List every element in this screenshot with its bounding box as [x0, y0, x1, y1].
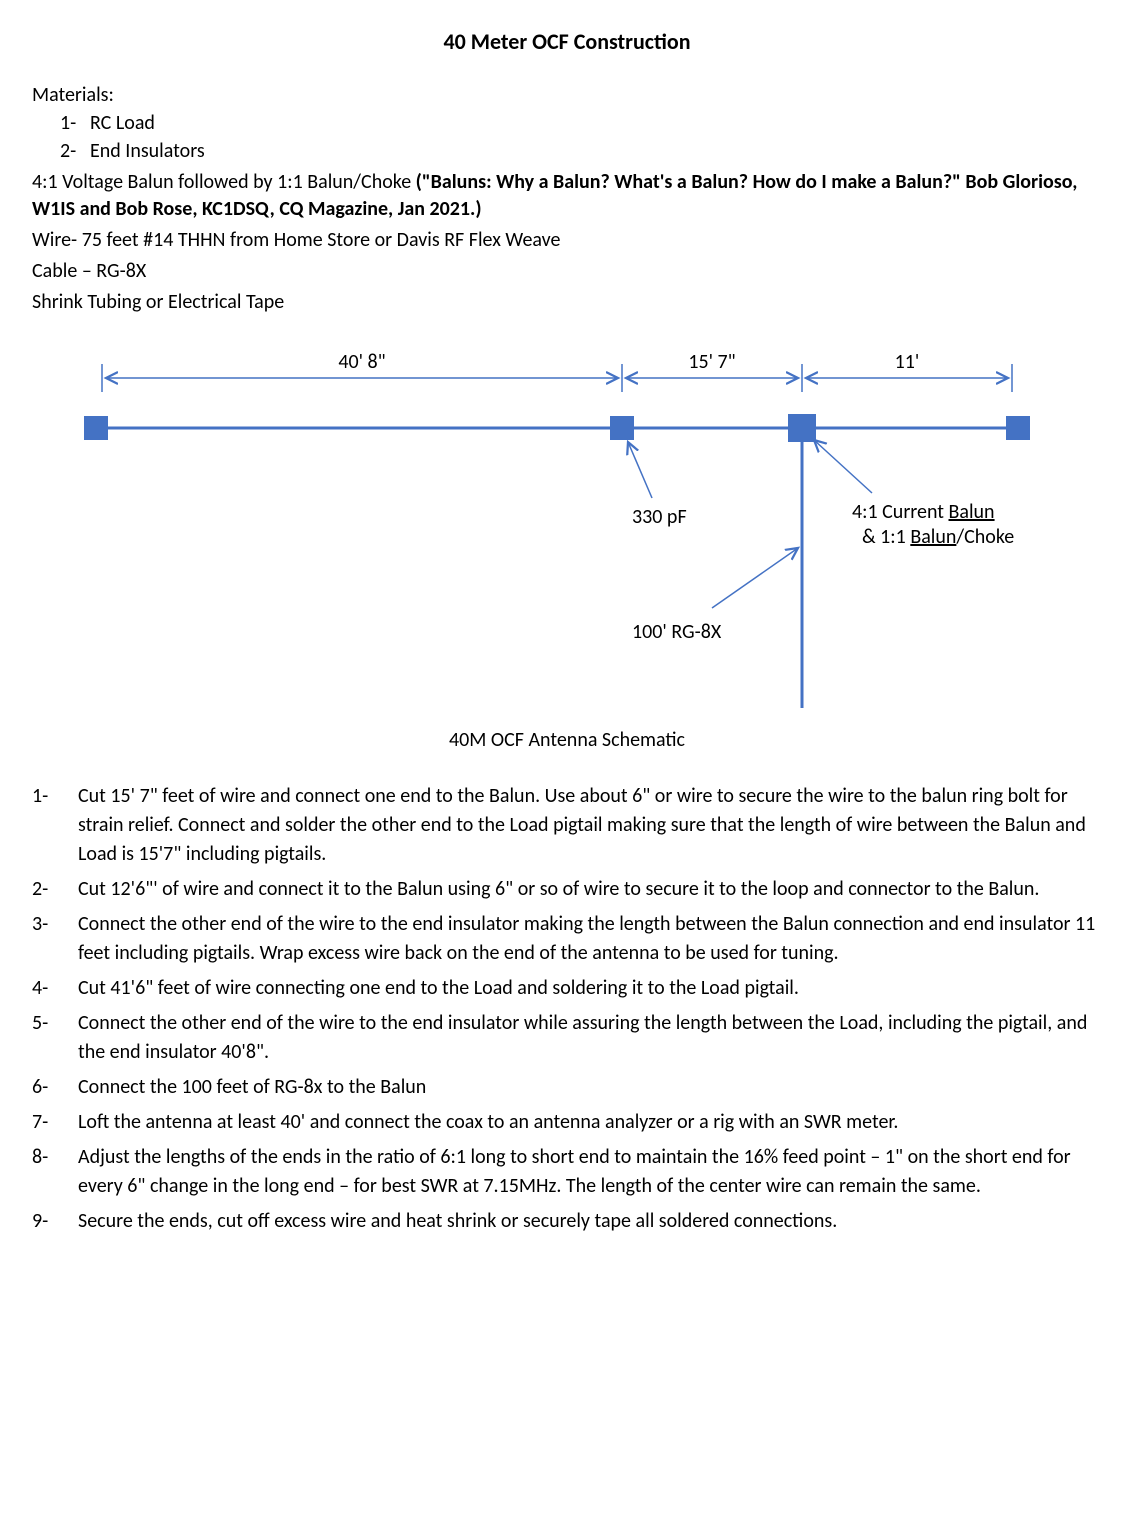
step-number: 3- — [32, 910, 78, 968]
step-text: Connect the other end of the wire to the… — [78, 1009, 1102, 1067]
schematic-caption: 40M OCF Antenna Schematic — [32, 728, 1102, 752]
materials-list: 1-RC Load 2-End Insulators — [32, 111, 1102, 163]
balun-prefix: 4:1 Voltage Balun followed by 1:1 Balun/… — [32, 170, 416, 194]
step-text: Loft the antenna at least 40' and connec… — [78, 1108, 898, 1137]
wire-line: Wire- 75 feet #14 THHN from Home Store o… — [32, 227, 1102, 254]
step-item: 2-Cut 12'6"' of wire and connect it to t… — [32, 875, 1102, 904]
materials-item: 2-End Insulators — [60, 139, 1102, 163]
step-text: Cut 41'6" feet of wire connecting one en… — [78, 974, 799, 1003]
svg-text:11': 11' — [895, 350, 920, 374]
list-label: End Insulators — [90, 139, 205, 163]
step-number: 8- — [32, 1143, 78, 1201]
step-text: Cut 15' 7" feet of wire and connect one … — [78, 782, 1102, 869]
balun-reference-line: 4:1 Voltage Balun followed by 1:1 Balun/… — [32, 169, 1102, 223]
step-item: 1-Cut 15' 7" feet of wire and connect on… — [32, 782, 1102, 869]
step-number: 5- — [32, 1009, 78, 1067]
step-item: 3-Connect the other end of the wire to t… — [32, 910, 1102, 968]
list-label: RC Load — [90, 111, 155, 135]
svg-text:40' 8": 40' 8" — [338, 350, 385, 374]
svg-text:& 1:1 Balun/Choke: & 1:1 Balun/Choke — [862, 525, 1014, 549]
svg-text:4:1 Current Balun: 4:1 Current Balun — [852, 500, 995, 524]
shrink-line: Shrink Tubing or Electrical Tape — [32, 289, 1102, 316]
step-item: 9-Secure the ends, cut off excess wire a… — [32, 1207, 1102, 1236]
step-item: 8-Adjust the lengths of the ends in the … — [32, 1143, 1102, 1201]
step-item: 4-Cut 41'6" feet of wire connecting one … — [32, 974, 1102, 1003]
cable-line: Cable – RG-8X — [32, 258, 1102, 285]
step-number: 4- — [32, 974, 78, 1003]
svg-text:15' 7": 15' 7" — [688, 350, 735, 374]
svg-text:330 pF: 330 pF — [632, 505, 687, 529]
svg-text:100' RG-8X: 100' RG-8X — [632, 620, 722, 644]
step-number: 2- — [32, 875, 78, 904]
page-title: 40 Meter OCF Construction — [32, 28, 1102, 55]
steps-list: 1-Cut 15' 7" feet of wire and connect on… — [32, 782, 1102, 1236]
schematic-container: 40' 8" 15' 7" 11' 330 pF 4:1 Current Balun& … — [32, 338, 1102, 714]
step-text: Secure the ends, cut off excess wire and… — [78, 1207, 837, 1236]
step-text: Cut 12'6"' of wire and connect it to the… — [78, 875, 1039, 904]
step-text: Adjust the lengths of the ends in the ra… — [78, 1143, 1102, 1201]
materials-heading: Materials: — [32, 83, 1102, 107]
step-text: Connect the other end of the wire to the… — [78, 910, 1102, 968]
step-number: 1- — [32, 782, 78, 869]
step-item: 6-Connect the 100 feet of RG-8x to the B… — [32, 1073, 1102, 1102]
step-item: 5-Connect the other end of the wire to t… — [32, 1009, 1102, 1067]
antenna-schematic: 40' 8" 15' 7" 11' 330 pF 4:1 Current Balun& … — [32, 338, 1072, 708]
step-text: Connect the 100 feet of RG-8x to the Bal… — [78, 1073, 426, 1102]
step-number: 7- — [32, 1108, 78, 1137]
step-item: 7-Loft the antenna at least 40' and conn… — [32, 1108, 1102, 1137]
materials-item: 1-RC Load — [60, 111, 1102, 135]
list-number: 1- — [60, 111, 90, 135]
list-number: 2- — [60, 139, 90, 163]
step-number: 9- — [32, 1207, 78, 1236]
step-number: 6- — [32, 1073, 78, 1102]
